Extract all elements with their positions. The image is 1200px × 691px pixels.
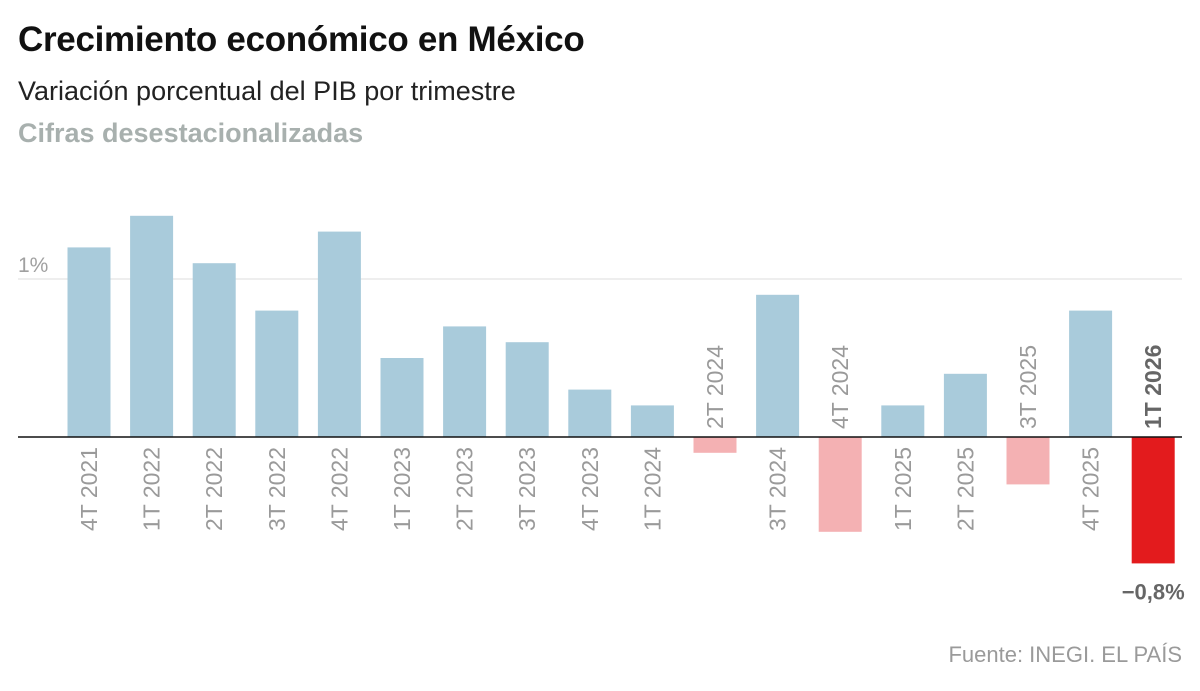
category-label: 3T 2022	[264, 447, 290, 531]
bar	[756, 294, 800, 437]
category-label: 4T 2022	[326, 447, 352, 531]
bar	[1131, 437, 1175, 564]
source-credit: Fuente: INEGI. EL PAÍS	[948, 642, 1182, 667]
category-label: 2T 2024	[702, 345, 728, 429]
bar	[943, 373, 987, 437]
category-label: 3T 2024	[765, 447, 791, 531]
bar	[1006, 437, 1050, 485]
category-label: 2T 2022	[201, 447, 227, 531]
category-label: 4T 2021	[76, 447, 102, 531]
highlight-value-label: −0,8%	[1122, 579, 1185, 604]
category-label: 4T 2025	[1078, 447, 1104, 531]
category-label: 2T 2023	[452, 447, 478, 531]
chart-subtitle: Variación porcentual del PIB por trimest…	[18, 76, 516, 106]
bar	[130, 215, 174, 437]
category-label: 1T 2022	[139, 447, 165, 531]
chart-title: Crecimiento económico en México	[18, 20, 585, 59]
chart-note: Cifras desestacionalizadas	[18, 118, 364, 148]
category-label: 1T 2026	[1140, 345, 1166, 429]
category-label: 2T 2025	[952, 447, 978, 531]
bar	[255, 310, 299, 437]
category-label: 4T 2023	[577, 447, 603, 531]
bar	[881, 405, 925, 437]
bar	[317, 231, 361, 437]
category-label: 1T 2024	[639, 447, 665, 531]
bar	[630, 405, 674, 437]
bar	[67, 247, 111, 437]
category-label: 1T 2025	[890, 447, 916, 531]
category-label: 4T 2024	[827, 345, 853, 429]
bar	[568, 389, 612, 437]
category-label: 3T 2025	[1015, 345, 1041, 429]
bar	[693, 437, 737, 453]
bar	[818, 437, 862, 532]
bar	[192, 263, 236, 437]
bar	[505, 342, 549, 437]
bar	[1069, 310, 1113, 437]
y-tick-label: 1%	[18, 254, 48, 277]
bar	[380, 358, 424, 437]
category-label: 1T 2023	[389, 447, 415, 531]
bar	[443, 326, 487, 437]
category-label: 3T 2023	[514, 447, 540, 531]
